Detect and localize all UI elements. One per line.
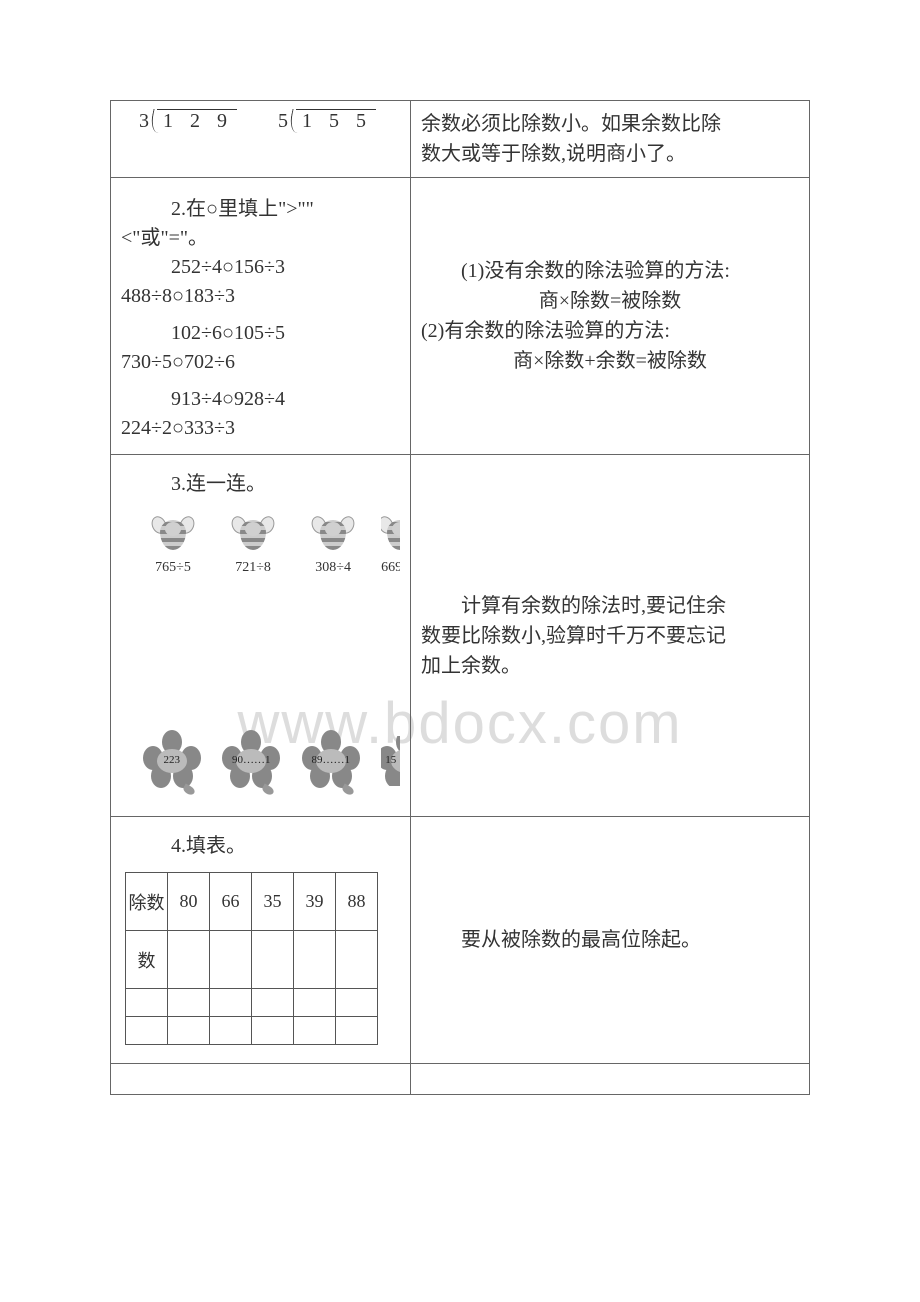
q3-title: 3.连一连。 bbox=[121, 467, 400, 496]
q2-e1a: 252÷4○156÷3 bbox=[121, 256, 400, 279]
t-blank bbox=[294, 931, 336, 989]
row2-right: (1)没有余数的除法验算的方法: 商×除数=被除数 (2)有余数的除法验算的方法… bbox=[411, 178, 809, 454]
worksheet-table: 31 2 9 51 5 5 余数必须比除数小。如果余数比除 数大或等于除数,说明… bbox=[110, 100, 810, 1095]
t-c2: 66 bbox=[210, 873, 252, 931]
t-hdr-2: 数 bbox=[126, 931, 168, 989]
bee-icon bbox=[234, 516, 272, 554]
t-hdr-3 bbox=[126, 989, 168, 1017]
t-blank bbox=[210, 931, 252, 989]
t-blank bbox=[336, 989, 378, 1017]
q2-title: 2.在○里填上">""<"或"="。 bbox=[121, 192, 400, 250]
t-blank bbox=[294, 1017, 336, 1045]
row-1: 31 2 9 51 5 5 余数必须比除数小。如果余数比除 数大或等于除数,说明… bbox=[111, 101, 809, 178]
row-2: 2.在○里填上">""<"或"="。 252÷4○156÷3 488÷8○183… bbox=[111, 178, 809, 455]
flower-item-4: 15 bbox=[381, 736, 400, 786]
row4-note: 要从被除数的最高位除起。 bbox=[421, 925, 799, 955]
long-division-1: 31 2 9 bbox=[139, 109, 237, 133]
row-4: 4.填表。 除数 80 66 35 39 88 数 bbox=[111, 817, 809, 1064]
bee-icon bbox=[154, 516, 192, 554]
flower-label-1: 223 bbox=[143, 754, 200, 766]
flower-item-1: 223 bbox=[143, 736, 200, 786]
q4-title: 4.填表。 bbox=[121, 829, 400, 858]
row2-left: 2.在○里填上">""<"或"="。 252÷4○156÷3 488÷8○183… bbox=[111, 178, 411, 454]
row-5 bbox=[111, 1064, 809, 1094]
flower-label-3: 89……1 bbox=[302, 754, 359, 766]
flower-item-2: 90……1 bbox=[222, 736, 279, 786]
t-c1: 80 bbox=[168, 873, 210, 931]
flower-item-3: 89……1 bbox=[302, 736, 359, 786]
row3-r3: 加上余数。 bbox=[421, 651, 799, 681]
row3-r1: 计算有余数的除法时,要记住余 bbox=[421, 591, 799, 621]
row2-r1: (1)没有余数的除法验算的方法: bbox=[421, 256, 799, 286]
bee-label-4: 669 bbox=[381, 560, 400, 576]
row3-left: 3.连一连。 765÷5 721÷8 308÷4 669 bbox=[111, 455, 411, 816]
dividend-2: 1 5 5 bbox=[296, 109, 376, 133]
bee-item-3: 308÷4 bbox=[301, 516, 365, 576]
t-c4: 39 bbox=[294, 873, 336, 931]
t-blank bbox=[252, 989, 294, 1017]
dividend-1: 1 2 9 bbox=[157, 109, 237, 133]
t-blank bbox=[252, 931, 294, 989]
bee-row: 765÷5 721÷8 308÷4 669 bbox=[121, 516, 400, 576]
row1-right: 余数必须比除数小。如果余数比除 数大或等于除数,说明商小了。 bbox=[411, 101, 809, 177]
row3-right: 计算有余数的除法时,要记住余 数要比除数小,验算时千万不要忘记 加上余数。 bbox=[411, 455, 809, 816]
row2-r2: 商×除数=被除数 bbox=[421, 286, 799, 316]
row1-note-l1: 余数必须比除数小。如果余数比除 bbox=[421, 109, 799, 139]
row5-right bbox=[411, 1064, 809, 1094]
t-blank bbox=[336, 931, 378, 989]
row4-left: 4.填表。 除数 80 66 35 39 88 数 bbox=[111, 817, 411, 1063]
t-blank bbox=[210, 1017, 252, 1045]
t-c5: 88 bbox=[336, 873, 378, 931]
t-blank bbox=[294, 989, 336, 1017]
t-hdr-4 bbox=[126, 1017, 168, 1045]
t-hdr-1: 除数 bbox=[126, 873, 168, 931]
q2-e3b: 224÷2○333÷3 bbox=[121, 417, 400, 440]
row2-r3: (2)有余数的除法验算的方法: bbox=[421, 316, 799, 346]
q2-e1b: 488÷8○183÷3 bbox=[121, 285, 400, 308]
t-blank bbox=[210, 989, 252, 1017]
q2-e2b: 730÷5○702÷6 bbox=[121, 351, 400, 374]
bee-icon bbox=[314, 516, 352, 554]
t-blank bbox=[252, 1017, 294, 1045]
row5-left bbox=[111, 1064, 411, 1094]
row-3: 3.连一连。 765÷5 721÷8 308÷4 669 bbox=[111, 455, 809, 817]
long-division-2: 51 5 5 bbox=[278, 109, 376, 133]
row2-r4: 商×除数+余数=被除数 bbox=[421, 346, 799, 376]
bee-label-3: 308÷4 bbox=[301, 560, 365, 576]
flower-label-2: 90……1 bbox=[222, 754, 279, 766]
t-c3: 35 bbox=[252, 873, 294, 931]
t-blank bbox=[168, 931, 210, 989]
t-blank bbox=[168, 1017, 210, 1045]
bee-item-2: 721÷8 bbox=[221, 516, 285, 576]
row3-r2: 数要比除数小,验算时千万不要忘记 bbox=[421, 621, 799, 651]
bee-label-2: 721÷8 bbox=[221, 560, 285, 576]
flower-row: 223 90……1 89……1 15 bbox=[121, 736, 400, 786]
t-blank bbox=[168, 989, 210, 1017]
flower-label-4: 15 bbox=[381, 754, 400, 766]
row1-note-l2: 数大或等于除数,说明商小了。 bbox=[421, 139, 799, 169]
q2-e2a: 102÷6○105÷5 bbox=[121, 322, 400, 345]
bee-item-1: 765÷5 bbox=[141, 516, 205, 576]
row1-left: 31 2 9 51 5 5 bbox=[111, 101, 411, 177]
q4-table: 除数 80 66 35 39 88 数 bbox=[125, 872, 378, 1045]
bee-item-4: 669 bbox=[381, 516, 400, 576]
bee-icon bbox=[381, 516, 400, 554]
q2-e3a: 913÷4○928÷4 bbox=[121, 388, 400, 411]
row4-right: 要从被除数的最高位除起。 bbox=[411, 817, 809, 1063]
bee-label-1: 765÷5 bbox=[141, 560, 205, 576]
t-blank bbox=[336, 1017, 378, 1045]
